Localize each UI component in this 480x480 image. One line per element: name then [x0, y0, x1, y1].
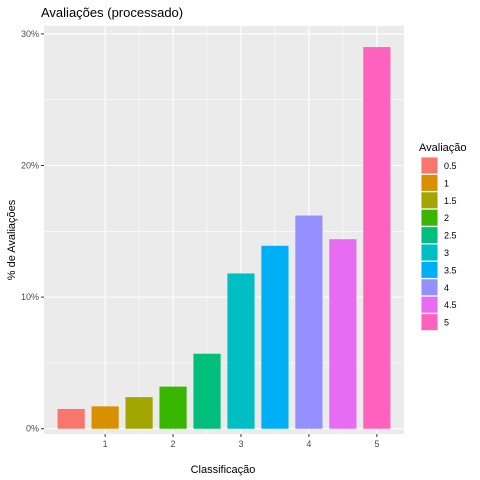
bar	[363, 47, 391, 429]
x-tick-label: 2	[171, 439, 176, 449]
y-tick-label: 30%	[21, 29, 39, 39]
legend-key	[421, 192, 438, 209]
legend-label: 3.5	[444, 265, 457, 275]
legend-key	[421, 227, 438, 244]
y-tick-label: 0%	[26, 424, 39, 434]
y-axis-title: % de Avaliações	[6, 199, 18, 280]
legend-label: 2	[444, 213, 449, 223]
legend-label: 2.5	[444, 231, 457, 241]
legend-label: 1	[444, 178, 449, 188]
legend-label: 3	[444, 248, 449, 258]
legend-title: Avaliação	[419, 142, 467, 154]
legend-label: 4	[444, 283, 449, 293]
x-tick-label: 1	[103, 439, 108, 449]
legend-label: 5	[444, 318, 449, 328]
bar	[227, 273, 255, 429]
legend-label: 4.5	[444, 300, 457, 310]
y-tick-label: 10%	[21, 292, 39, 302]
legend-key	[421, 174, 438, 191]
bar	[125, 397, 153, 429]
bar	[193, 353, 221, 429]
x-axis: 1 2 3 4 5	[103, 434, 379, 449]
legend-key	[421, 314, 438, 331]
legend-items: 0.5 1 1.5 2 2.5 3 3.5 4 4.5 5	[421, 157, 457, 331]
y-tick-label: 20%	[21, 161, 39, 171]
x-tick-label: 4	[306, 439, 311, 449]
legend-key	[421, 244, 438, 261]
bar	[295, 215, 323, 429]
y-axis: 0% 10% 20% 30%	[21, 29, 44, 434]
bar	[57, 408, 85, 429]
x-tick-label: 3	[238, 439, 243, 449]
bar	[261, 245, 289, 429]
legend-key	[421, 279, 438, 296]
legend-label: 0.5	[444, 161, 457, 171]
legend-key	[421, 296, 438, 313]
x-axis-title: Classificação	[191, 464, 256, 476]
legend-label: 1.5	[444, 196, 457, 206]
bars-group	[57, 47, 391, 429]
legend: Avaliação 0.5 1 1.5 2 2.5 3 3.5 4 4.5 5	[419, 142, 467, 331]
legend-key	[421, 157, 438, 174]
bar	[159, 386, 187, 429]
bar	[91, 406, 119, 429]
x-tick-label: 5	[374, 439, 379, 449]
legend-key	[421, 209, 438, 226]
legend-key	[421, 261, 438, 278]
bar	[329, 239, 357, 429]
chart-title: Avaliações (processado)	[41, 5, 183, 20]
